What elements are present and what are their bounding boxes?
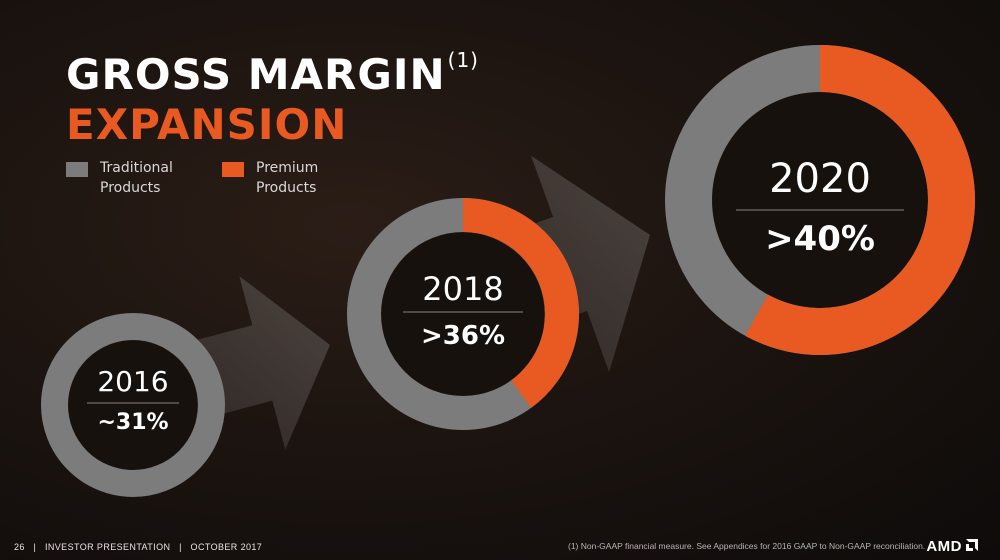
footer-page-number: 26 xyxy=(14,542,25,552)
legend-label-premium-1: Premium xyxy=(256,160,319,176)
donut-2018-year-label: 2018 xyxy=(422,270,503,308)
amd-arrow-icon xyxy=(966,539,978,551)
donut-2020-hole xyxy=(712,92,928,308)
donut-2018: 2018 >36% xyxy=(347,198,579,430)
footer-date: OCTOBER 2017 xyxy=(190,542,263,552)
footer-footnote: (1) Non-GAAP financial measure. See Appe… xyxy=(568,541,926,551)
footer-deck-name: INVESTOR PRESENTATION xyxy=(44,542,171,552)
title-footnote-marker: (1) xyxy=(447,48,479,72)
footer-left: 26 | INVESTOR PRESENTATION | OCTOBER 201… xyxy=(14,542,262,552)
amd-logo-text: AMD xyxy=(926,537,962,555)
donut-2016-value-label: ~31% xyxy=(97,410,168,435)
donut-2016-hole xyxy=(68,340,198,470)
legend-swatch-traditional xyxy=(66,162,88,177)
legend-label-traditional-2: Products xyxy=(100,180,161,196)
donut-2016-year-label: 2016 xyxy=(97,365,168,398)
donut-2016: 2016 ~31% xyxy=(41,313,225,497)
legend-swatch-premium xyxy=(222,162,244,177)
donut-2016-traditional-slice xyxy=(41,313,225,497)
donut-2018-premium-slice xyxy=(463,198,579,408)
footer-separator-2: | xyxy=(179,542,182,552)
title-gross-margin: GROSS MARGIN xyxy=(66,50,446,99)
legend-label-traditional-1: Traditional xyxy=(100,160,173,176)
slide-title: GROSS MARGIN (1) EXPANSION xyxy=(66,36,479,151)
donuts-group: 2016 ~31% 2018 >36% 2020 >40% xyxy=(41,45,975,497)
donut-2018-value-label: >36% xyxy=(421,321,505,351)
donut-2020-premium-slice xyxy=(745,45,975,355)
title-expansion: EXPANSION xyxy=(66,100,348,149)
donut-2020-year-label: 2020 xyxy=(769,156,871,202)
legend-label-premium-2: Products xyxy=(256,180,317,196)
donut-2020: 2020 >40% xyxy=(665,45,975,355)
footer-separator-1: | xyxy=(33,542,37,552)
legend: Traditional Products Premium Products xyxy=(66,160,406,210)
donut-2020-value-label: >40% xyxy=(765,219,875,259)
donut-2018-hole xyxy=(381,232,545,396)
amd-logo: AMD xyxy=(926,537,978,555)
